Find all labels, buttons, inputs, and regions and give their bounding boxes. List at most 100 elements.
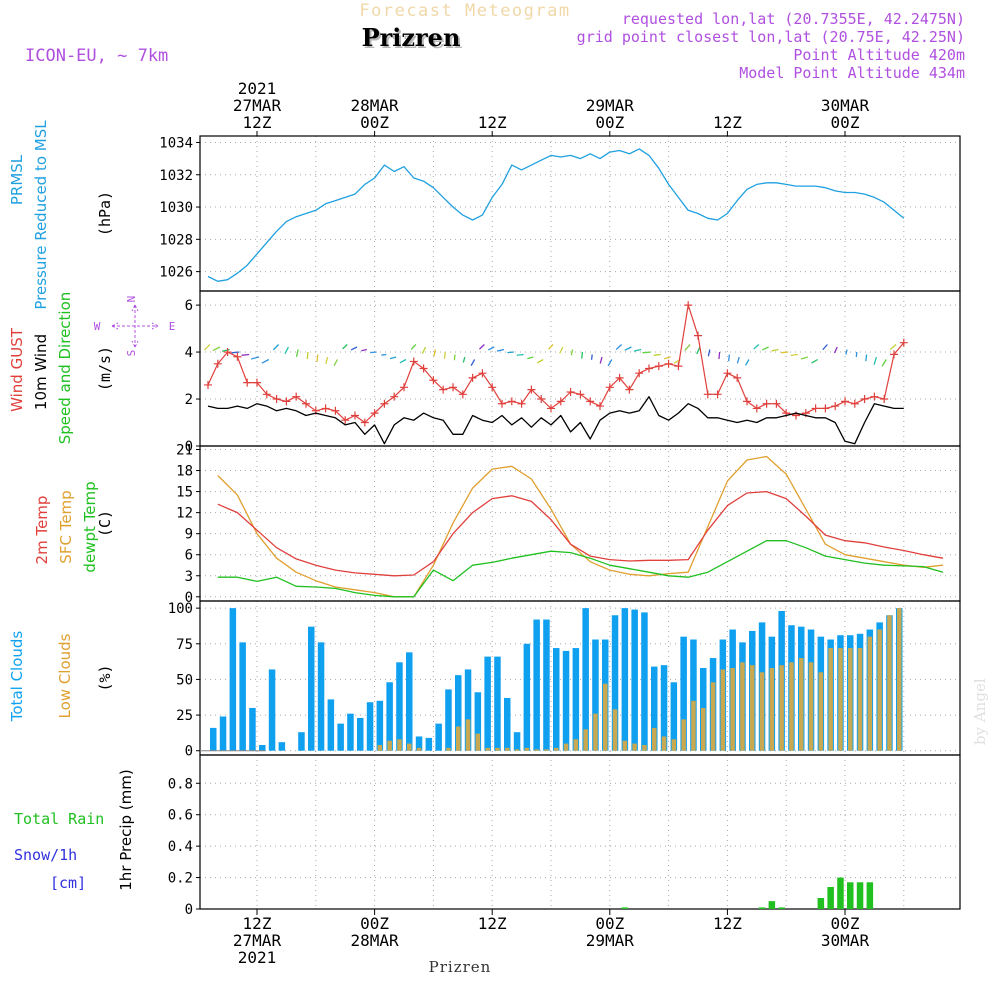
grid-point-lonlat: grid point closest lon,lat (20.75E, 42.2… — [577, 28, 965, 46]
wind-barb — [381, 353, 387, 356]
total-cloud-bar — [455, 675, 462, 751]
total-cloud-bar — [494, 656, 501, 751]
top-time-label: 27MAR — [233, 96, 282, 115]
y-tick-label: 1026 — [159, 265, 193, 281]
gust-marker — [713, 390, 722, 399]
wind-barb — [607, 359, 613, 367]
wind-barb — [548, 344, 554, 350]
gust-marker — [605, 383, 614, 392]
model-label: ICON-EU, ~ 7km — [25, 46, 168, 66]
total-cloud-bar — [572, 648, 580, 751]
total-cloud-bar — [396, 662, 403, 751]
gust-marker — [762, 399, 771, 408]
y-tick-label: 0.6 — [168, 808, 193, 824]
low-cloud-bar — [456, 726, 461, 751]
wind-barb — [790, 353, 799, 357]
gust-marker — [772, 399, 781, 408]
top-time-label: 12Z — [713, 113, 742, 132]
low-cloud-bar — [691, 700, 696, 751]
low-cloud-bar — [828, 648, 833, 751]
wind-barb — [633, 348, 642, 352]
low-cloud-bar — [514, 749, 520, 751]
gust-marker — [292, 392, 301, 401]
wind-barb — [221, 348, 230, 352]
gust-marker — [556, 397, 565, 406]
wind-barb — [421, 346, 427, 354]
gust-marker — [351, 411, 359, 420]
legend-n: N — [125, 296, 138, 303]
total-cloud-bar — [631, 609, 638, 751]
bottom-time-label: 12Z — [243, 914, 272, 933]
wind-barb — [306, 351, 309, 360]
gust-marker — [576, 390, 585, 399]
low-cloud-bar — [534, 749, 539, 751]
gust-marker — [409, 357, 418, 366]
y-tick-label: 100 — [168, 601, 193, 617]
panel-frame — [199, 754, 961, 910]
gust-marker — [419, 364, 428, 373]
gust-marker — [674, 362, 683, 371]
y-tick-label: 4 — [185, 345, 193, 361]
rain-bar — [856, 882, 864, 909]
wind-barb — [342, 344, 348, 350]
total-cloud-bar — [464, 669, 472, 751]
gust-marker — [654, 362, 663, 371]
gust-marker — [360, 418, 369, 427]
gust-marker — [860, 395, 869, 404]
wind-barb — [684, 344, 691, 351]
gust-marker — [841, 397, 849, 406]
wind-barb — [718, 351, 721, 359]
gust-marker — [262, 390, 271, 399]
total-cloud-bar — [415, 736, 423, 751]
ylabel-gust: Wind GUST — [8, 327, 26, 412]
wind-barb — [333, 359, 338, 366]
gust-marker — [282, 397, 291, 406]
gust-marker — [850, 399, 859, 408]
app-title: Forecast Meteogram — [359, 1, 570, 21]
low-cloud-bar — [838, 648, 843, 751]
wind-barb — [753, 344, 760, 350]
rain-bar — [758, 907, 766, 909]
y-tick-label: 9 — [185, 527, 193, 543]
wind-barb — [762, 346, 769, 351]
low-cloud-bar — [710, 682, 716, 751]
total-cloud-bar — [357, 717, 364, 751]
total-cloud-bar — [592, 639, 599, 751]
y-tick-label: 0.8 — [168, 776, 193, 792]
gust-marker — [400, 383, 408, 392]
wind-barb — [873, 356, 878, 365]
wind-barb — [325, 356, 329, 365]
ylabel-low-clouds: Low Clouds — [56, 633, 74, 718]
unit-label: (C) — [96, 510, 114, 537]
gust-marker — [380, 399, 389, 408]
total-cloud-bar — [317, 642, 325, 751]
low-cloud-bar — [740, 662, 745, 751]
gust-marker — [596, 402, 604, 411]
low-cloud-bar — [759, 672, 765, 751]
gust-marker — [517, 399, 526, 408]
low-cloud-bar — [877, 629, 882, 751]
y-tick-label: 2 — [185, 392, 193, 408]
total-cloud-bar — [651, 666, 658, 751]
low-cloud-bar — [789, 662, 794, 751]
wind-speed-line — [207, 396, 904, 445]
total-cloud-bar — [366, 702, 374, 751]
low-cloud-bar — [799, 658, 804, 751]
low-cloud-bar — [563, 743, 569, 751]
wind-barb — [771, 348, 779, 352]
wind-barb — [251, 356, 260, 360]
gust-marker — [703, 390, 712, 399]
header: ICON-EU, ~ 7km Forecast Meteogram Prizre… — [25, 1, 965, 82]
low-cloud-bar — [583, 729, 588, 751]
y-tick-label: 75 — [176, 637, 193, 653]
ylabel-pressure: Pressure Reduced to MSL — [32, 120, 50, 310]
wind-barb — [581, 351, 584, 359]
y-tick-label: 6 — [185, 548, 193, 564]
panel-3: 0 3 6 9 12 15 18 21 (C) 2m Temp SFC Temp dewpt Temp — [33, 443, 961, 606]
point-altitude: Point Altitude 420m — [793, 46, 965, 64]
y-tick-label: 50 — [176, 672, 193, 688]
top-time-label: 28MAR — [351, 96, 400, 115]
top-time-label: 2021 — [238, 79, 277, 98]
wind-barb — [865, 354, 868, 362]
